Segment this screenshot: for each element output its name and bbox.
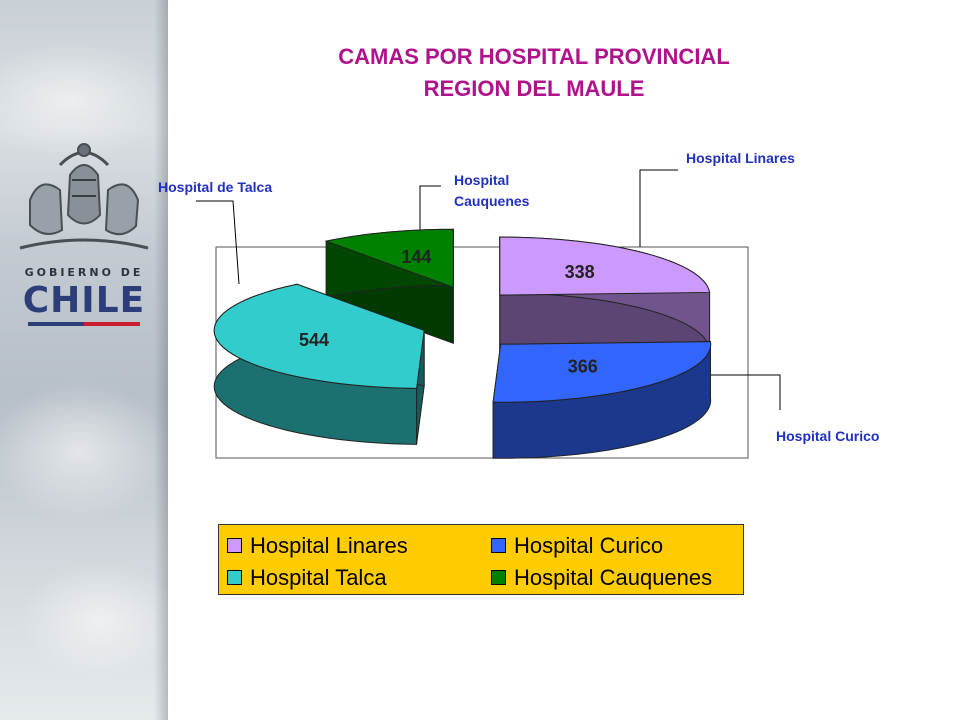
legend-item-curico: Hospital Curico bbox=[491, 533, 663, 559]
callout-linares: Hospital Linares bbox=[686, 150, 795, 166]
leader-line-curico bbox=[700, 374, 781, 410]
logo-bar-blue bbox=[28, 322, 84, 326]
legend-item-cauquenes: Hospital Cauquenes bbox=[491, 565, 712, 591]
chart-title-line-2: REGION DEL MAULE bbox=[423, 76, 645, 101]
legend-swatch-talca bbox=[227, 569, 242, 585]
logo-line-2: CHILE bbox=[22, 280, 146, 321]
logo-bar-red bbox=[84, 322, 140, 326]
chart-legend: Hospital Linares Hospital Curico Hospita… bbox=[218, 524, 744, 595]
legend-swatch-linares bbox=[227, 537, 242, 553]
slice-hospital-talca bbox=[213, 283, 425, 389]
legend-label-talca: Hospital Talca bbox=[250, 565, 387, 590]
legend-item-linares: Hospital Linares bbox=[227, 533, 408, 559]
logo-line-1: GOBIERNO DE bbox=[24, 266, 144, 279]
callout-curico: Hospital Curico bbox=[776, 428, 880, 444]
chart-title-line-1: CAMAS POR HOSPITAL PROVINCIAL bbox=[338, 44, 730, 69]
callout-cauquenes-line-2: Cauquenes bbox=[454, 193, 530, 209]
leader-line-cauquenes bbox=[419, 185, 441, 232]
legend-swatch-curico bbox=[491, 537, 506, 553]
data-label-hospital-curico: 366 bbox=[568, 357, 598, 377]
callout-talca: Hospital de Talca bbox=[158, 179, 273, 195]
data-label-hospital-talca: 544 bbox=[299, 330, 329, 350]
slice-hospital-cauquenes bbox=[324, 228, 454, 289]
data-label-hospital-cauquenes: 144 bbox=[401, 247, 431, 267]
data-label-hospital-linares: 338 bbox=[565, 262, 595, 282]
leader-line-linares bbox=[639, 169, 678, 247]
coat-of-arms-icon bbox=[19, 143, 149, 250]
sidebar-background: GOBIERNO DE CHILE bbox=[0, 0, 168, 720]
callout-cauquenes-line-1: Hospital bbox=[454, 172, 510, 188]
slice-hospital-linares bbox=[499, 236, 711, 296]
legend-label-curico: Hospital Curico bbox=[514, 533, 664, 558]
legend-swatch-cauquenes bbox=[491, 569, 506, 585]
legend-label-linares: Hospital Linares bbox=[250, 533, 408, 558]
legend-label-cauquenes: Hospital Cauquenes bbox=[514, 565, 713, 590]
leader-line-talca bbox=[196, 200, 240, 285]
legend-item-talca: Hospital Talca bbox=[227, 565, 387, 591]
slice-hospital-curico bbox=[492, 341, 712, 403]
